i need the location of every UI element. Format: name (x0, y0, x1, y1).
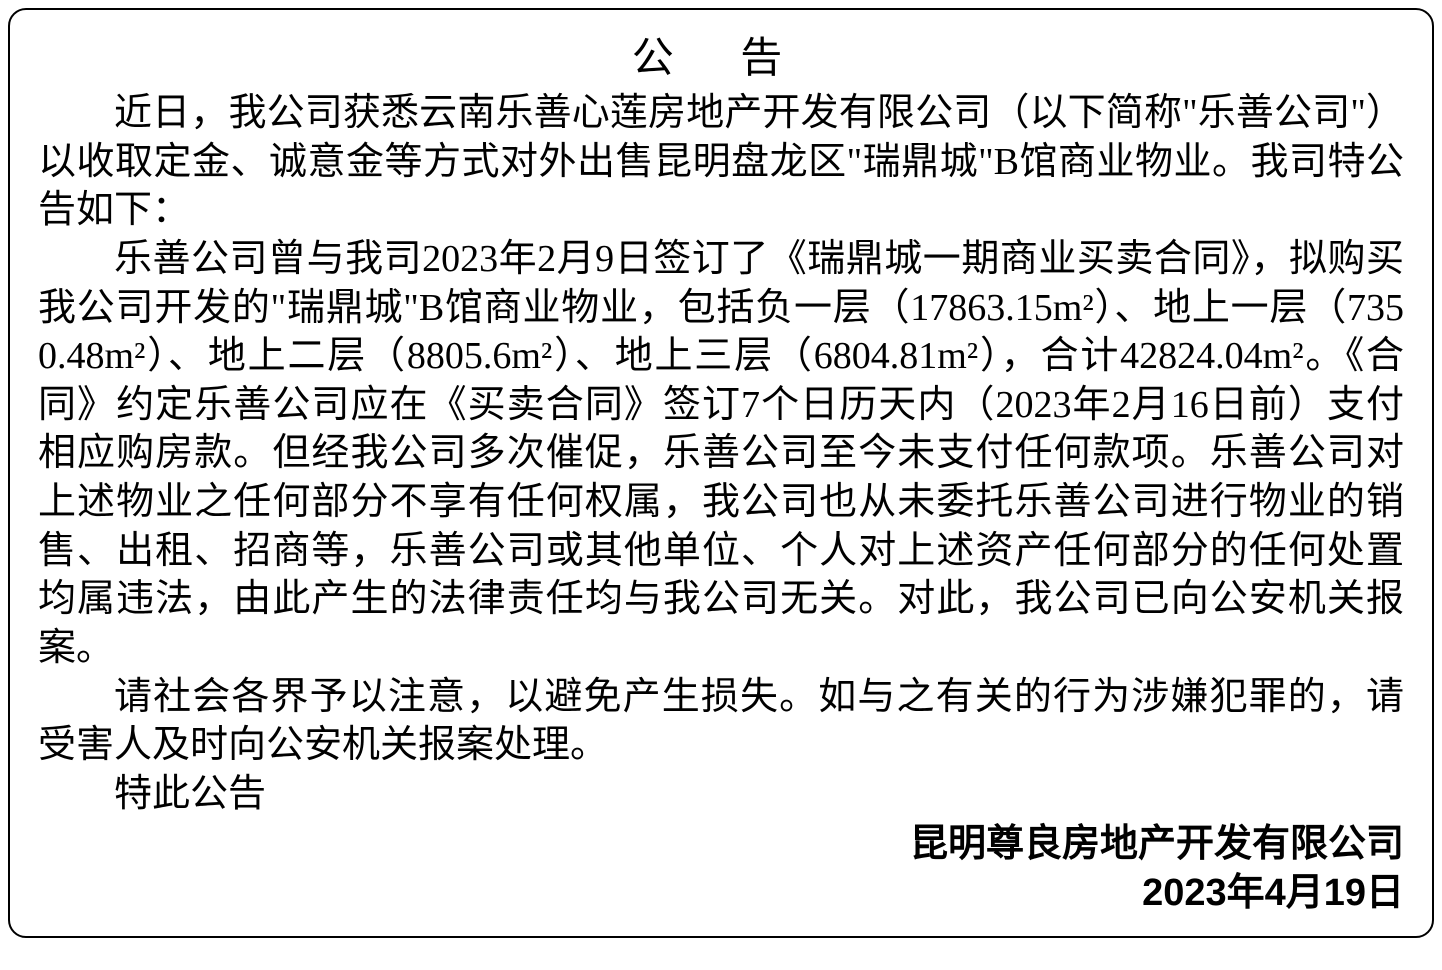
notice-paragraph-2: 乐善公司曾与我司2023年2月9日签订了《瑞鼎城一期商业买卖合同》，拟购买我公司… (38, 235, 1404, 673)
notice-paragraph-3: 请社会各界予以注意，以避免产生损失。如与之有关的行为涉嫌犯罪的，请受害人及时向公… (38, 673, 1404, 770)
notice-closing: 特此公告 (38, 770, 1404, 819)
notice-signature: 昆明尊良房地产开发有限公司 (38, 820, 1404, 869)
notice-date: 2023年4月19日 (38, 869, 1404, 918)
notice-title: 公 告 (38, 24, 1404, 85)
notice-paragraph-1: 近日，我公司获悉云南乐善心莲房地产开发有限公司（以下简称"乐善公司"）以收取定金… (38, 89, 1404, 235)
notice-container: 公 告 近日，我公司获悉云南乐善心莲房地产开发有限公司（以下简称"乐善公司"）以… (8, 8, 1434, 938)
